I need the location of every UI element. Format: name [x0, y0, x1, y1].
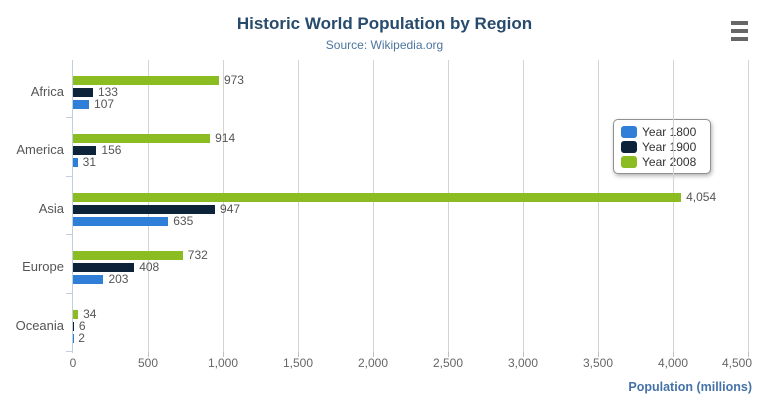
x-axis-label: 3,500	[582, 356, 614, 370]
chart-title: Historic World Population by Region	[236, 14, 533, 33]
data-label: 973	[223, 73, 244, 87]
bar-asia-year-2008[interactable]	[73, 192, 682, 202]
x-axis-label: 2,000	[357, 356, 389, 370]
x-axis-tick	[297, 352, 299, 357]
data-label: 408	[139, 260, 160, 275]
bar-africa-year-1900[interactable]	[73, 88, 93, 97]
gridline	[372, 60, 374, 352]
x-axis-tick	[522, 352, 524, 357]
data-label: 6	[78, 318, 86, 333]
data-label: 107	[94, 97, 115, 111]
x-axis-tick	[222, 352, 224, 357]
gridline	[297, 60, 299, 352]
category-axis-tick	[66, 117, 72, 119]
legend-item-label: Year 1800	[642, 124, 697, 139]
x-axis-tick	[597, 352, 599, 357]
legend-item-label: Year 2008	[642, 154, 697, 169]
x-axis-tick	[747, 352, 749, 357]
data-label: 732	[187, 248, 208, 263]
bar-europe-year-1800[interactable]	[73, 275, 104, 285]
bar-africa-year-2008[interactable]	[73, 76, 219, 85]
x-axis-tick	[447, 352, 449, 357]
data-label: 947	[220, 201, 241, 216]
data-label: 4,054	[686, 189, 717, 204]
legend-item-year-2008[interactable]: Year 2008	[621, 154, 706, 169]
legend-swatch	[621, 155, 637, 168]
legend: Year 1800 Year 1900 Year 2008	[613, 119, 711, 174]
data-label: 914	[215, 131, 236, 146]
gridline	[222, 60, 224, 352]
x-axis-label: 2,500	[432, 356, 464, 370]
legend-swatch	[621, 140, 637, 153]
chart-subtitle: Source: Wikipedia.org	[325, 38, 444, 52]
data-label: 156	[101, 143, 122, 158]
bar-america-year-1800[interactable]	[73, 158, 78, 168]
category-axis-tick	[66, 234, 72, 236]
gridline	[597, 60, 599, 352]
bar-europe-year-2008[interactable]	[73, 251, 183, 261]
category-axis-line	[72, 60, 73, 353]
x-axis-label: 1,500	[282, 356, 314, 370]
category-axis-tick	[66, 292, 72, 294]
legend-item-year-1800[interactable]: Year 1800	[621, 124, 706, 139]
gridline	[747, 60, 749, 352]
x-axis-tick	[372, 352, 374, 357]
data-label: 34	[83, 306, 97, 321]
bar-america-year-2008[interactable]	[73, 134, 211, 144]
x-axis-label: 0	[69, 356, 77, 370]
x-axis-label: 1,000	[207, 356, 239, 370]
x-axis-label: 500	[137, 356, 159, 370]
data-label: 203	[108, 272, 129, 287]
category-label: Africa	[30, 84, 64, 99]
category-label: America	[16, 142, 64, 158]
gridline	[672, 60, 674, 352]
hamburger-menu-icon	[731, 21, 749, 41]
bar-africa-year-1800[interactable]	[73, 100, 90, 109]
bar-oceania-year-2008[interactable]	[73, 309, 79, 319]
gridline	[447, 60, 449, 352]
bar-oceania-year-1900[interactable]	[73, 321, 74, 331]
data-label: 2	[78, 330, 85, 345]
x-axis-tick	[147, 352, 149, 357]
bar-asia-year-1800[interactable]	[73, 216, 169, 226]
export-menu-button[interactable]	[731, 21, 749, 41]
gridline	[522, 60, 524, 352]
x-axis-label: 4,000	[657, 356, 689, 370]
data-label: 133	[97, 85, 118, 99]
data-label: 635	[173, 213, 194, 228]
legend-item-year-1900[interactable]: Year 1900	[621, 139, 706, 154]
bar-america-year-1900[interactable]	[73, 146, 97, 156]
category-label: Europe	[22, 259, 64, 275]
x-axis-label: 4,500	[721, 356, 752, 370]
x-axis-title: Population (millions)	[628, 380, 752, 394]
legend-item-label: Year 1900	[642, 139, 697, 154]
category-axis-tick	[66, 351, 72, 352]
category-label: Oceania	[15, 317, 64, 333]
data-label: 31	[82, 155, 96, 170]
bar-europe-year-1900[interactable]	[73, 263, 135, 273]
category-label: Asia	[38, 200, 64, 216]
x-axis-label: 3,000	[507, 356, 539, 370]
legend-swatch	[621, 125, 637, 138]
x-axis-tick	[672, 352, 674, 357]
category-axis-tick	[66, 175, 72, 177]
bar-asia-year-1900[interactable]	[73, 204, 216, 214]
